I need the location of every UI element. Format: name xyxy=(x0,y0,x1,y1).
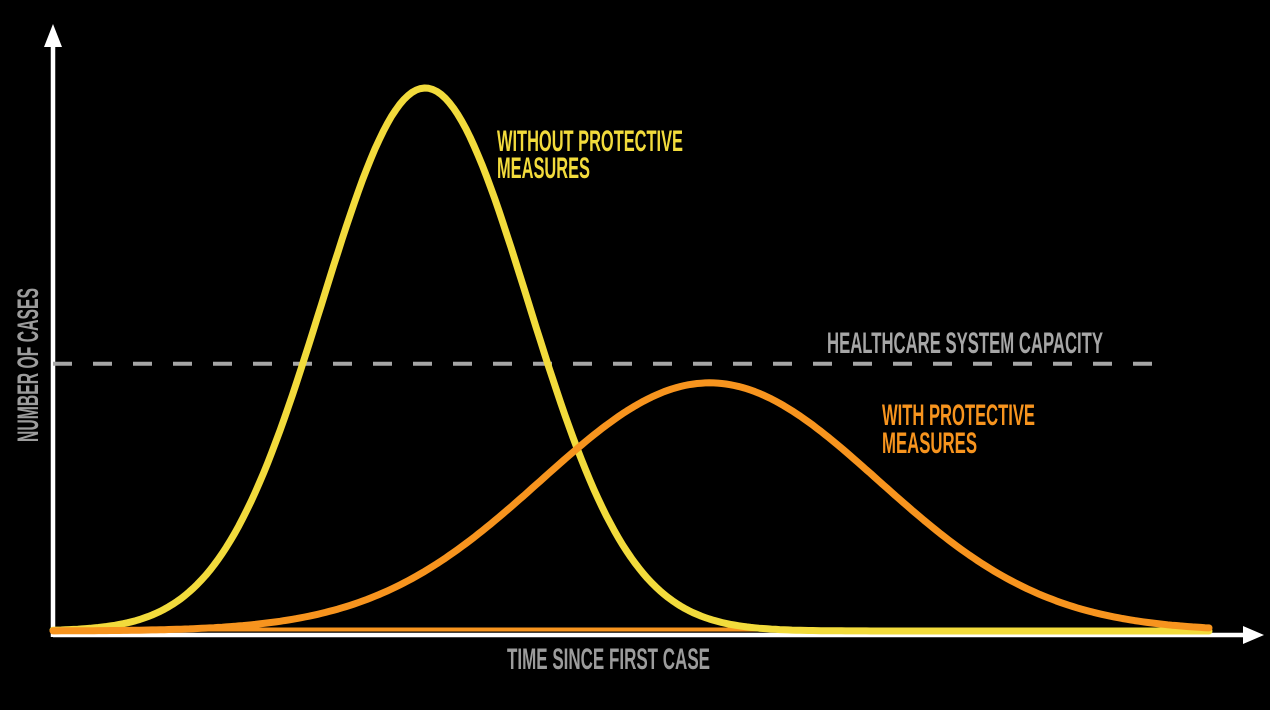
y-axis-label: NUMBER OF CASES xyxy=(12,288,45,442)
capacity-label: HEALTHCARE SYSTEM CAPACITY xyxy=(827,327,1103,360)
curve-with-protective-measures xyxy=(49,379,1213,635)
x-axis-arrow-icon xyxy=(1243,626,1264,644)
curve-without-protective-measures xyxy=(49,84,1213,635)
axes xyxy=(44,24,1264,644)
label-without-measures-line2: MEASURES xyxy=(497,152,590,185)
label-without-measures-line1: WITHOUT PROTECTIVE xyxy=(497,125,683,158)
label-with-measures-line2: MEASURES xyxy=(882,427,977,460)
x-axis-label: TIME SINCE FIRST CASE xyxy=(507,643,710,676)
label-with-measures-line1: WITH PROTECTIVE xyxy=(882,399,1035,432)
y-axis-arrow-icon xyxy=(44,24,62,47)
